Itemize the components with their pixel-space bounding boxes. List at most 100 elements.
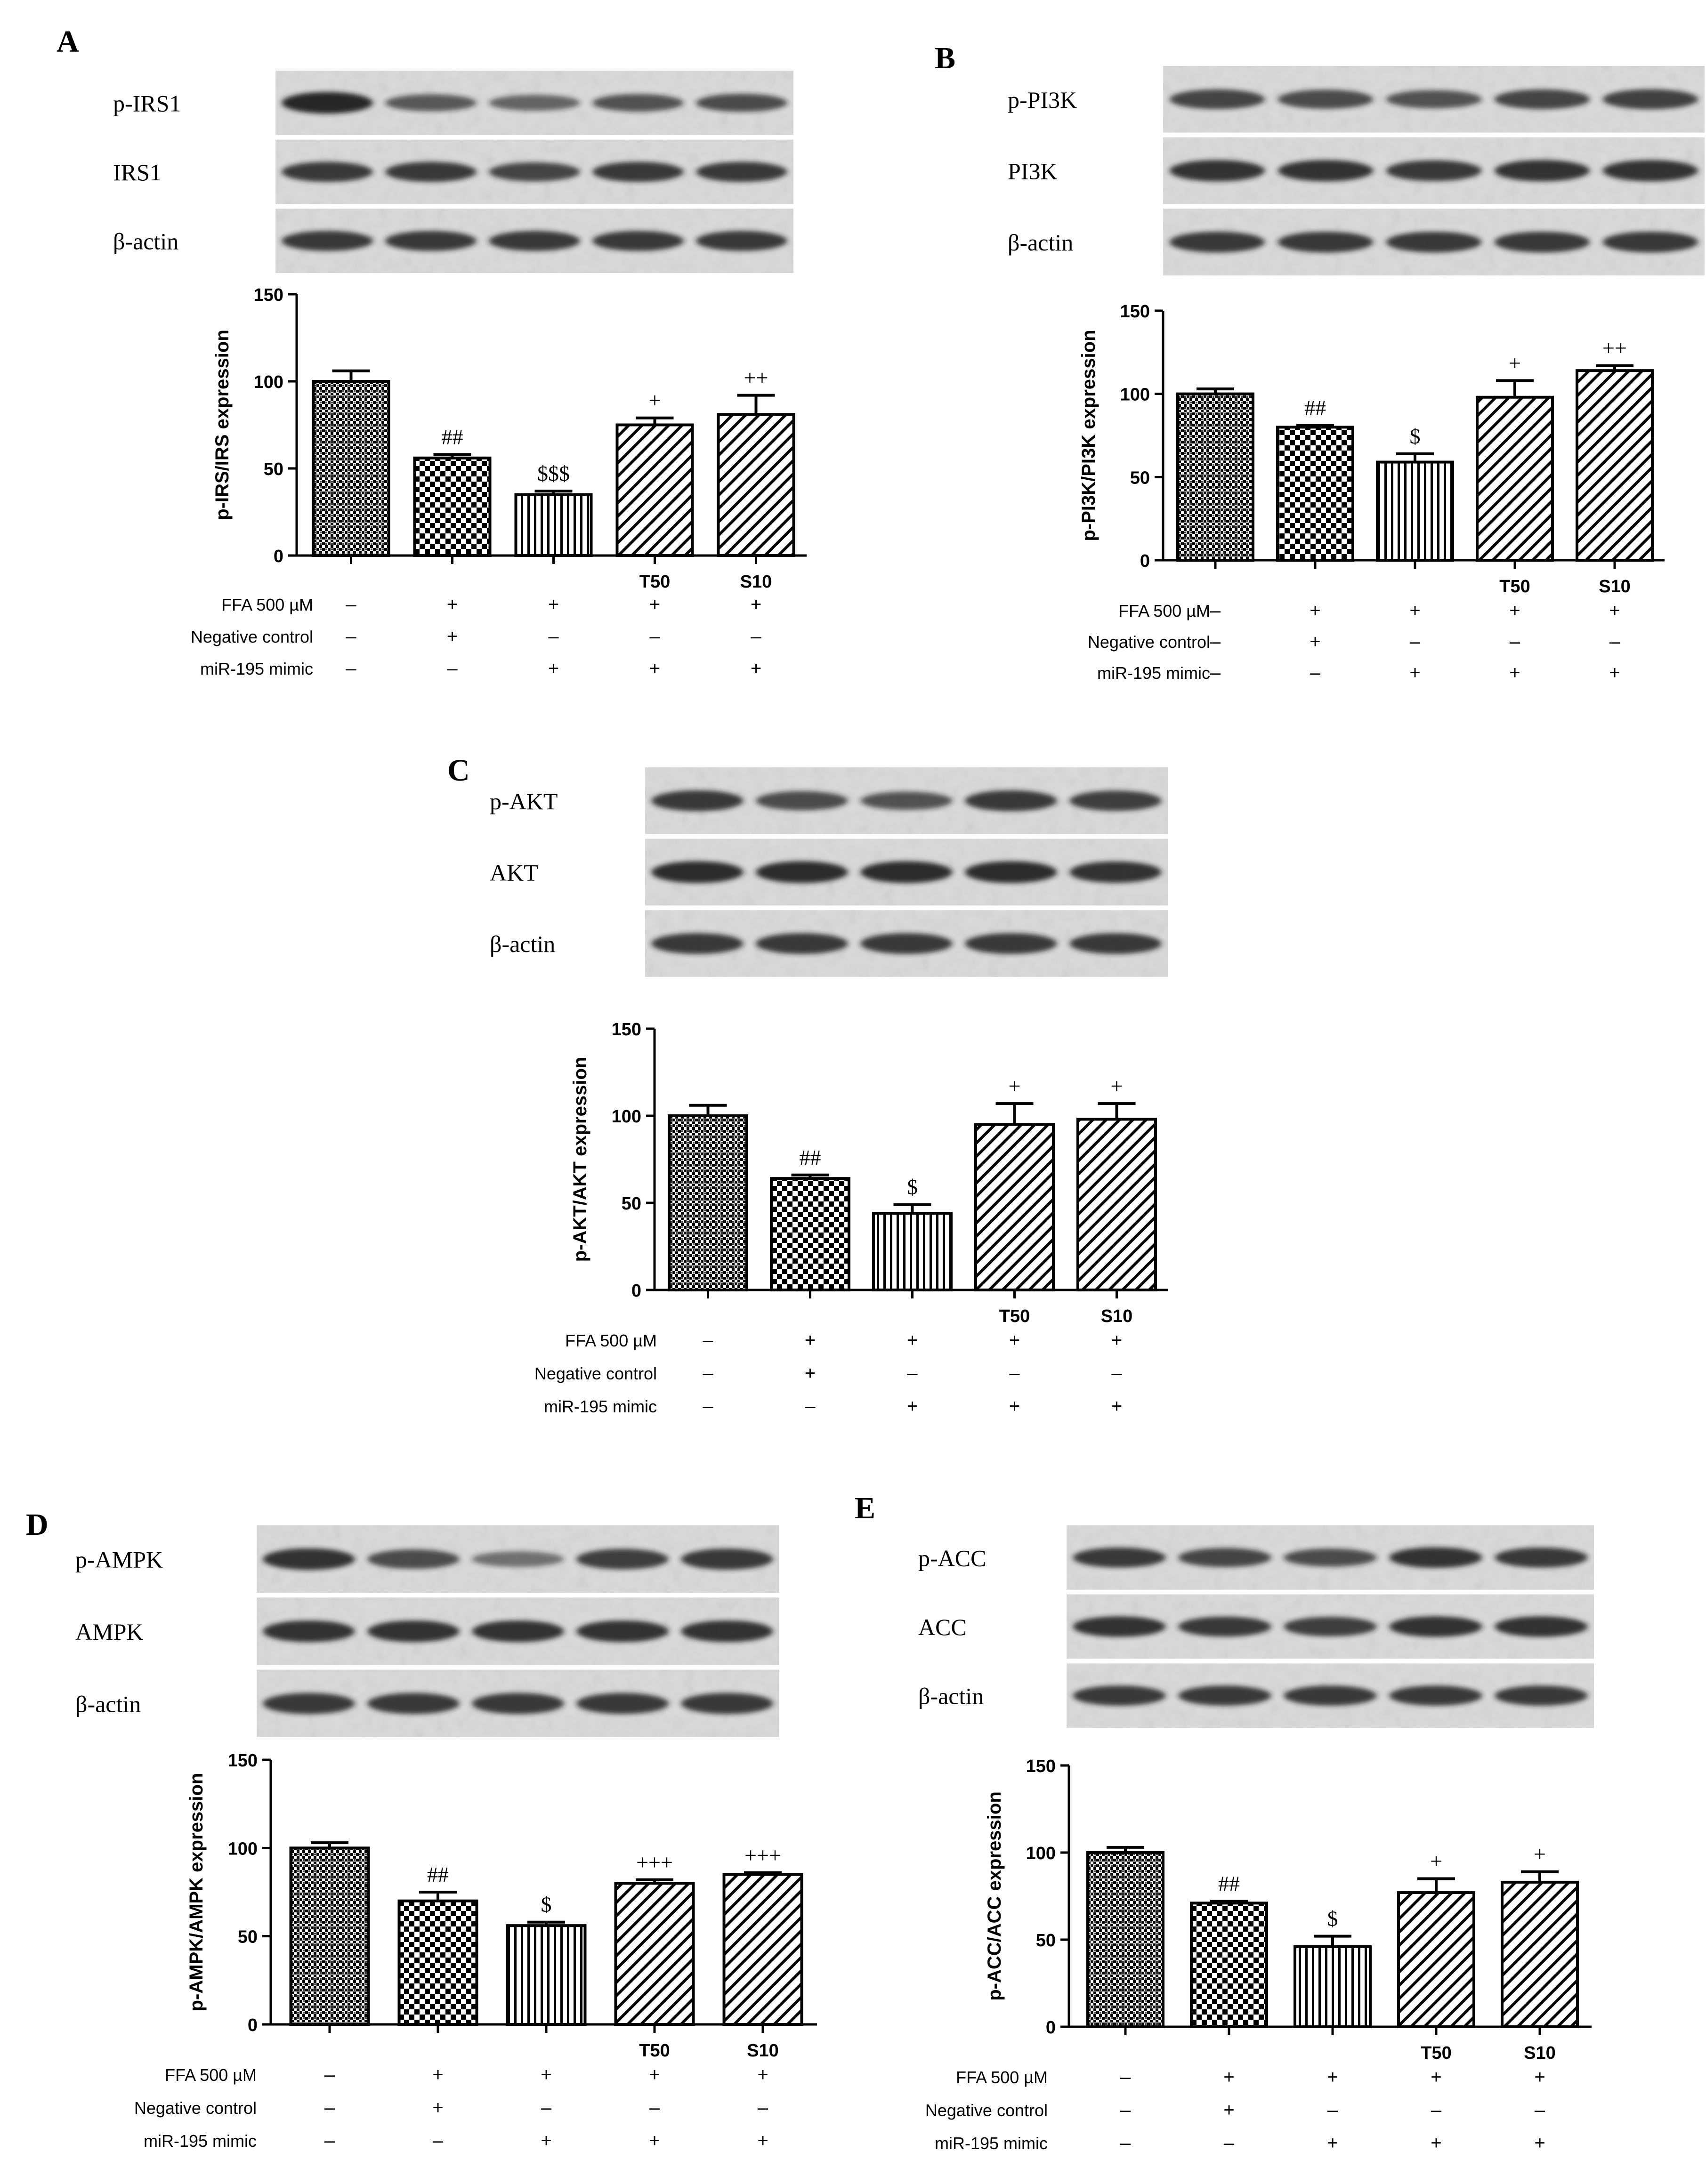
blot-strip: β-actin bbox=[490, 910, 1168, 977]
blot-band bbox=[860, 861, 953, 883]
treatment-mark: + bbox=[805, 1363, 816, 1384]
blot-band bbox=[1277, 89, 1374, 109]
blot-label: ACC bbox=[918, 1614, 967, 1640]
treatment-mark: – bbox=[1609, 631, 1620, 652]
y-axis-label: p-IRS/IRS expression bbox=[212, 330, 233, 520]
bar bbox=[722, 1873, 803, 2026]
blot-band bbox=[1386, 160, 1482, 181]
bar bbox=[770, 1177, 850, 1291]
treatment-mark: – bbox=[1111, 1363, 1122, 1384]
blot-band bbox=[860, 933, 953, 954]
blot-band bbox=[651, 933, 744, 954]
bar bbox=[1276, 426, 1354, 562]
blot-strip: β-actin bbox=[918, 1663, 1594, 1728]
treatment-mark: + bbox=[649, 594, 660, 615]
treatment-mark: + bbox=[447, 626, 458, 647]
treatment-mark: + bbox=[1327, 2133, 1338, 2153]
treatment-mark: + bbox=[432, 2097, 443, 2118]
blot-band bbox=[489, 231, 580, 251]
blot-band bbox=[1389, 1616, 1482, 1637]
blot-strip: AKT bbox=[490, 838, 1168, 906]
treatment-row-label: FFA 500 µM bbox=[1118, 601, 1210, 621]
blot-strip: β-actin bbox=[1008, 209, 1705, 275]
bar bbox=[1476, 395, 1554, 562]
treatment-mark: – bbox=[1431, 2100, 1442, 2120]
treatment-mark: + bbox=[1111, 1396, 1122, 1417]
bar-chart: 0 50 100 150 p-PI3K/PI3K expression ## $ + T50 ++… bbox=[1078, 302, 1665, 596]
treatment-mark: – bbox=[1210, 631, 1221, 652]
bar-chart: 0 50 100 150 p-ACC/ACC expression ## $ + T50 + S10 bbox=[984, 1757, 1592, 2063]
significance-label: +++ bbox=[636, 1850, 673, 1874]
blot-label: β-actin bbox=[75, 1691, 141, 1717]
y-axis-label: p-ACC/ACC expression bbox=[984, 1791, 1005, 2001]
bar bbox=[1190, 1902, 1268, 2029]
bar bbox=[413, 456, 492, 557]
treatment-mark: + bbox=[1009, 1396, 1020, 1417]
blot-band bbox=[1073, 1685, 1166, 1706]
bar bbox=[1501, 1880, 1579, 2028]
y-tick-label: 150 bbox=[228, 1751, 258, 1771]
treatment-row-label: FFA 500 µM bbox=[565, 1331, 657, 1350]
treatment-row-label: FFA 500 µM bbox=[221, 595, 313, 614]
blot-band bbox=[1494, 89, 1590, 109]
blot-strip: p-PI3K bbox=[1008, 66, 1705, 133]
treatment-row-label: Negative control bbox=[1088, 632, 1210, 652]
treatment-mark: + bbox=[1509, 600, 1520, 621]
blot-band bbox=[1277, 232, 1374, 253]
blot-band bbox=[263, 1548, 355, 1570]
blot-strip: p-IRS1 bbox=[113, 71, 793, 135]
blot-label: p-PI3K bbox=[1008, 87, 1077, 113]
significance-label: +++ bbox=[744, 1843, 781, 1867]
treatment-mark: + bbox=[751, 658, 761, 679]
blot-band bbox=[576, 1548, 669, 1570]
blot-label: β-actin bbox=[490, 931, 555, 957]
y-tick-label: 100 bbox=[612, 1107, 641, 1127]
blot-band bbox=[1169, 160, 1265, 182]
blot-band bbox=[1178, 1685, 1271, 1706]
blot-band bbox=[1494, 160, 1590, 182]
blot-band bbox=[472, 1551, 564, 1567]
panel-letter: E bbox=[855, 1491, 875, 1525]
treatment-mark: – bbox=[758, 2097, 768, 2118]
treatment-table: FFA 500 µM – + + + + Negative control – + – – – miR-… bbox=[134, 2064, 768, 2151]
panel-a: Ap-IRS1 IRS1 β-actin 0 50 100 150 p-IRS/IRS exp… bbox=[57, 24, 807, 679]
blot-band bbox=[965, 861, 1057, 883]
y-tick-label: 150 bbox=[1026, 1757, 1056, 1776]
significance-label: + bbox=[1534, 1842, 1546, 1866]
treatment-mark: – bbox=[1327, 2100, 1338, 2120]
treatment-mark: – bbox=[433, 2130, 444, 2151]
significance-label: ## bbox=[442, 425, 463, 449]
x-tick-label: S10 bbox=[1524, 2043, 1556, 2063]
treatment-row-label: Negative control bbox=[191, 627, 313, 646]
bar bbox=[1376, 460, 1454, 562]
y-tick-label: 0 bbox=[274, 547, 283, 566]
treatment-mark: – bbox=[1120, 2133, 1131, 2153]
significance-label: ## bbox=[1218, 1872, 1240, 1896]
bar bbox=[974, 1123, 1055, 1291]
significance-label: $$$ bbox=[537, 461, 570, 485]
treatment-mark: + bbox=[1431, 2067, 1441, 2087]
blot-band bbox=[965, 933, 1057, 954]
blot-strip: ACC bbox=[918, 1594, 1594, 1659]
blot-band bbox=[592, 161, 684, 182]
treatment-mark: – bbox=[346, 626, 356, 647]
treatment-mark: – bbox=[703, 1330, 713, 1351]
blot-label: p-AKT bbox=[490, 788, 558, 814]
treatment-mark: + bbox=[649, 2130, 660, 2151]
blot-band bbox=[860, 791, 953, 810]
blot-band bbox=[472, 1692, 564, 1714]
treatment-mark: + bbox=[1609, 662, 1620, 683]
treatment-mark: – bbox=[703, 1363, 713, 1384]
treatment-mark: – bbox=[1510, 631, 1520, 652]
blot-band bbox=[282, 92, 373, 114]
treatment-mark: – bbox=[1210, 662, 1221, 683]
bar bbox=[614, 1882, 695, 2026]
treatment-table: FFA 500 µM – + + + + Negative control – + – – – miR-… bbox=[191, 594, 762, 679]
treatment-row-label: Negative control bbox=[925, 2101, 1048, 2120]
treatment-mark: – bbox=[1224, 2133, 1235, 2153]
blot-band bbox=[1495, 1685, 1588, 1706]
x-tick-label: T50 bbox=[1421, 2043, 1451, 2063]
x-tick-label: S10 bbox=[1101, 1306, 1133, 1326]
blot-strip: p-ACC bbox=[918, 1525, 1594, 1590]
blot-label: PI3K bbox=[1008, 158, 1058, 185]
